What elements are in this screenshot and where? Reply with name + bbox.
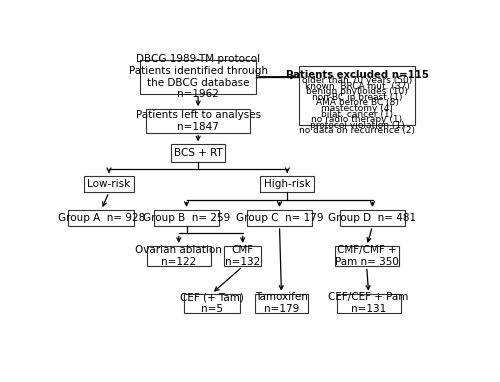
- Text: mastectomy (4): mastectomy (4): [321, 104, 393, 113]
- FancyBboxPatch shape: [84, 176, 134, 192]
- Text: Tamoxifen
n=179: Tamoxifen n=179: [255, 292, 308, 314]
- Text: bilat. cancer (1): bilat. cancer (1): [321, 110, 393, 119]
- Text: Group A  n= 928: Group A n= 928: [58, 213, 145, 223]
- Text: CMF
n=132: CMF n=132: [225, 245, 260, 267]
- FancyBboxPatch shape: [146, 109, 250, 133]
- Text: CEF (+ Tam)
n=5: CEF (+ Tam) n=5: [180, 292, 244, 314]
- FancyBboxPatch shape: [224, 246, 261, 267]
- Text: High-risk: High-risk: [264, 179, 310, 189]
- Text: DBCG 1989-TM protocol
Patients identified through
the DBCG database
n=1962: DBCG 1989-TM protocol Patients identifie…: [128, 54, 268, 99]
- FancyBboxPatch shape: [256, 294, 308, 313]
- Text: Group C  n= 179: Group C n= 179: [236, 213, 323, 223]
- FancyBboxPatch shape: [184, 294, 240, 313]
- Text: Group D  n= 481: Group D n= 481: [328, 213, 416, 223]
- FancyBboxPatch shape: [336, 294, 400, 313]
- Text: non-BC in breast (1): non-BC in breast (1): [312, 93, 402, 102]
- Text: Patients left to analyses
n=1847: Patients left to analyses n=1847: [136, 110, 260, 132]
- FancyBboxPatch shape: [140, 60, 256, 94]
- Text: Ovarian ablation
n=122: Ovarian ablation n=122: [136, 245, 222, 267]
- FancyBboxPatch shape: [334, 246, 398, 267]
- Text: no radio therapy (1): no radio therapy (1): [312, 115, 402, 124]
- Text: BCS + RT: BCS + RT: [174, 148, 222, 158]
- FancyBboxPatch shape: [340, 210, 406, 226]
- Text: Group B  n= 259: Group B n= 259: [143, 213, 230, 223]
- FancyBboxPatch shape: [147, 246, 210, 267]
- Text: CEF/CEF + Pam
n=131: CEF/CEF + Pam n=131: [328, 292, 409, 314]
- FancyBboxPatch shape: [68, 210, 134, 226]
- FancyBboxPatch shape: [299, 66, 415, 125]
- Text: CMF/CMF +
Pam n= 350: CMF/CMF + Pam n= 350: [335, 245, 398, 267]
- Text: known  BRCA mut. (37): known BRCA mut. (37): [304, 82, 410, 91]
- Text: benign phylloides (10): benign phylloides (10): [306, 87, 408, 96]
- Text: protocol violation (1): protocol violation (1): [310, 121, 404, 130]
- FancyBboxPatch shape: [154, 210, 220, 226]
- FancyBboxPatch shape: [171, 144, 225, 162]
- FancyBboxPatch shape: [260, 176, 314, 192]
- FancyBboxPatch shape: [246, 210, 312, 226]
- Text: Low-risk: Low-risk: [88, 179, 130, 189]
- Text: no data on recurrence (2): no data on recurrence (2): [299, 126, 415, 136]
- Text: older than 70 years (50): older than 70 years (50): [302, 76, 412, 85]
- Text: Patients excluded n=115: Patients excluded n=115: [286, 70, 428, 80]
- Text: AMA before BC (8): AMA before BC (8): [316, 99, 398, 107]
